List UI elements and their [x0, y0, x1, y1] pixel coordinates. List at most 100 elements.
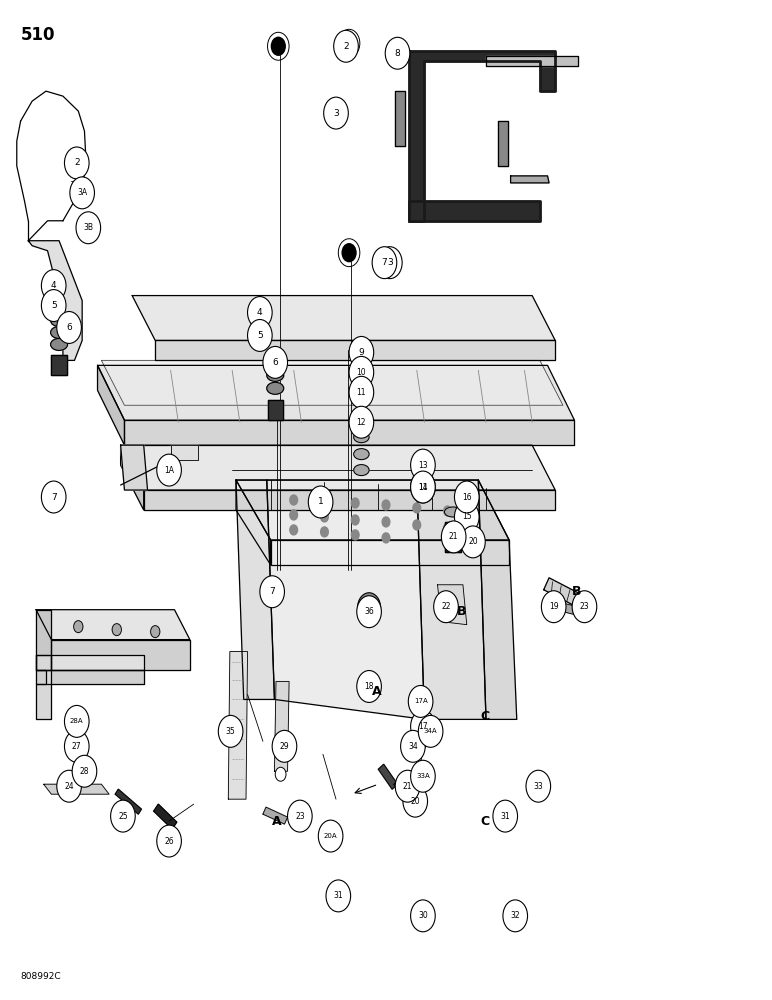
Circle shape — [57, 770, 81, 802]
Text: 19: 19 — [549, 602, 558, 611]
Circle shape — [411, 449, 435, 481]
Polygon shape — [97, 365, 574, 420]
Polygon shape — [409, 201, 540, 221]
Text: 6: 6 — [273, 358, 278, 367]
Polygon shape — [409, 51, 555, 221]
Text: 7: 7 — [381, 258, 388, 267]
Ellipse shape — [267, 382, 283, 394]
Polygon shape — [124, 420, 574, 445]
Polygon shape — [236, 480, 271, 565]
Circle shape — [42, 270, 66, 302]
Circle shape — [263, 346, 287, 378]
Text: 20A: 20A — [323, 833, 337, 839]
Circle shape — [290, 495, 297, 505]
Circle shape — [248, 297, 273, 328]
Ellipse shape — [51, 315, 67, 326]
Polygon shape — [120, 445, 144, 510]
Polygon shape — [486, 56, 578, 66]
Text: 26: 26 — [164, 837, 174, 846]
Text: 13: 13 — [418, 461, 428, 470]
Text: B: B — [456, 605, 466, 618]
Text: 18: 18 — [364, 682, 374, 691]
Circle shape — [401, 730, 425, 762]
Circle shape — [361, 598, 377, 618]
Circle shape — [157, 825, 181, 857]
Circle shape — [349, 406, 374, 438]
Circle shape — [351, 530, 359, 540]
Text: 11: 11 — [418, 483, 428, 492]
Text: 3: 3 — [387, 258, 393, 267]
Text: 510: 510 — [21, 26, 55, 44]
Text: 2: 2 — [344, 42, 349, 51]
Polygon shape — [268, 400, 283, 420]
Circle shape — [403, 785, 428, 817]
Text: 28A: 28A — [70, 718, 83, 724]
Text: 21: 21 — [403, 782, 412, 791]
Circle shape — [110, 800, 135, 832]
Polygon shape — [155, 340, 555, 360]
Polygon shape — [97, 365, 124, 445]
Text: 22: 22 — [442, 602, 451, 611]
Circle shape — [342, 34, 356, 52]
Circle shape — [372, 247, 397, 279]
Circle shape — [308, 486, 333, 518]
Circle shape — [320, 495, 328, 505]
Text: 35: 35 — [225, 727, 235, 736]
Circle shape — [69, 177, 94, 209]
Circle shape — [434, 591, 459, 623]
Circle shape — [382, 517, 390, 527]
Circle shape — [418, 715, 428, 727]
Circle shape — [411, 900, 435, 932]
Text: 20: 20 — [468, 537, 478, 546]
Circle shape — [73, 621, 83, 633]
Polygon shape — [36, 655, 144, 670]
Text: 3: 3 — [334, 109, 339, 118]
Text: 17A: 17A — [414, 698, 428, 704]
Ellipse shape — [459, 507, 476, 517]
Text: 29: 29 — [279, 742, 290, 751]
Circle shape — [444, 523, 452, 533]
Circle shape — [454, 523, 465, 537]
Text: 25: 25 — [118, 812, 127, 821]
Text: 24: 24 — [64, 782, 74, 791]
Circle shape — [287, 800, 312, 832]
Text: 1: 1 — [318, 497, 323, 506]
Text: 34A: 34A — [424, 728, 438, 734]
Text: C: C — [480, 815, 489, 828]
Circle shape — [413, 503, 421, 513]
Polygon shape — [236, 480, 509, 540]
Text: 7: 7 — [51, 493, 56, 502]
Circle shape — [427, 726, 435, 736]
Circle shape — [378, 247, 402, 279]
Circle shape — [349, 336, 374, 368]
Circle shape — [357, 593, 381, 623]
Text: 9: 9 — [358, 348, 364, 357]
Polygon shape — [236, 480, 275, 699]
Circle shape — [411, 760, 435, 792]
Circle shape — [260, 576, 284, 608]
Circle shape — [411, 471, 435, 503]
Circle shape — [318, 820, 343, 852]
Circle shape — [248, 320, 273, 351]
Text: A: A — [272, 815, 282, 828]
Text: 36: 36 — [364, 607, 374, 616]
Polygon shape — [120, 445, 147, 490]
Circle shape — [351, 498, 359, 508]
Text: 32: 32 — [510, 911, 520, 920]
Circle shape — [276, 767, 286, 781]
Circle shape — [349, 376, 374, 408]
Polygon shape — [510, 176, 549, 183]
Text: 20: 20 — [411, 797, 420, 806]
Text: 14: 14 — [418, 483, 428, 492]
Circle shape — [290, 510, 297, 520]
Polygon shape — [267, 480, 425, 719]
Text: 28: 28 — [80, 767, 90, 776]
Circle shape — [76, 212, 100, 244]
Polygon shape — [275, 681, 289, 771]
Circle shape — [408, 685, 433, 717]
Polygon shape — [479, 480, 516, 719]
Polygon shape — [132, 296, 555, 340]
Circle shape — [455, 501, 479, 533]
Polygon shape — [417, 480, 486, 719]
Polygon shape — [543, 578, 587, 610]
